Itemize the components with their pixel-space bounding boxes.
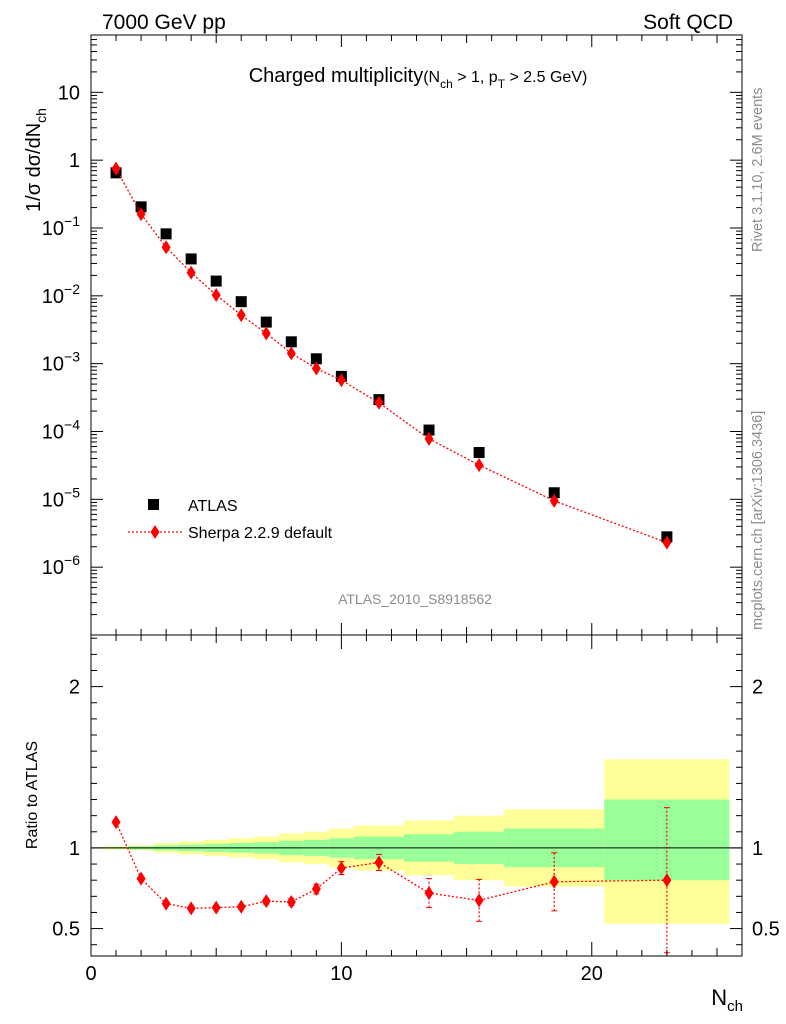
legend: ATLAS Sherpa 2.2.9 default bbox=[128, 498, 333, 542]
main-ylabel-text: 1/σ dσ/dN bbox=[23, 123, 45, 212]
main-ylabel-sub: ch bbox=[33, 108, 49, 123]
sherpa-point bbox=[662, 535, 672, 550]
ratio-point bbox=[111, 815, 121, 830]
sherpa-point bbox=[236, 308, 246, 323]
ratio-point bbox=[424, 886, 434, 901]
sherpa-point bbox=[474, 458, 484, 473]
ratio-point bbox=[236, 899, 246, 914]
main-axes: 10−6 10−5 10−4 10−3 10−2 10−1 1 10 bbox=[42, 34, 743, 636]
sherpa-point bbox=[336, 373, 346, 388]
ratio-xtick-label: 0 bbox=[85, 963, 96, 985]
ratio-point bbox=[211, 900, 221, 915]
ratio-xlabel-text: N bbox=[711, 985, 727, 1010]
legend-atlas-label: ATLAS bbox=[188, 498, 238, 515]
ratio-xtick-label: 10 bbox=[330, 963, 352, 985]
atlas-point bbox=[473, 447, 485, 459]
sherpa-point bbox=[286, 346, 296, 361]
header-energy: 7000 GeV pp bbox=[102, 11, 226, 34]
ratio-ytick-label-right: 1 bbox=[752, 838, 763, 860]
main-panel-frame bbox=[90, 34, 743, 636]
main-ytick-label: 10 bbox=[58, 82, 80, 104]
ratio-point bbox=[311, 882, 321, 897]
atlas-point bbox=[135, 201, 147, 213]
sherpa-point bbox=[374, 395, 384, 410]
ratio-ytick-label-left: 2 bbox=[69, 677, 80, 699]
legend-atlas-marker bbox=[148, 499, 159, 510]
ratio-line bbox=[115, 821, 667, 910]
main-ytick-label: 10−2 bbox=[42, 281, 80, 308]
ratio-point bbox=[662, 873, 672, 888]
sherpa-point bbox=[136, 207, 146, 222]
ratio-ytick-label-left: 0.5 bbox=[52, 919, 80, 941]
sherpa-point bbox=[311, 361, 321, 376]
analysis-id: ATLAS_2010_S8918562 bbox=[338, 591, 492, 607]
sherpa-point bbox=[261, 326, 271, 341]
title-cut-prefix: (N bbox=[423, 69, 440, 86]
ratio-point bbox=[474, 893, 484, 908]
main-ylabel: 1/σ dσ/dNch bbox=[23, 108, 49, 212]
atlas-point bbox=[210, 275, 222, 287]
main-plot-area bbox=[110, 161, 673, 550]
atlas-point bbox=[285, 336, 297, 348]
ratio-axes: 0.5 0.51 12 20 10 20 bbox=[52, 635, 780, 985]
ratio-xlabel: Nch bbox=[711, 985, 743, 1015]
main-ytick-label: 10−3 bbox=[42, 349, 80, 376]
sherpa-point bbox=[186, 265, 196, 280]
atlas-point bbox=[185, 253, 197, 265]
ratio-ytick-label-left: 1 bbox=[69, 838, 80, 860]
ratio-point bbox=[336, 861, 346, 876]
ratio-ylabel: Ratio to ATLAS bbox=[24, 741, 41, 849]
ratio-point bbox=[374, 855, 384, 870]
ratio-point bbox=[161, 896, 171, 911]
ratio-xlabel-sub: ch bbox=[727, 998, 743, 1015]
atlas-point bbox=[548, 487, 560, 499]
title-cut-middle: > 1, p bbox=[453, 69, 498, 86]
atlas-point bbox=[160, 228, 172, 240]
header-category: Soft QCD bbox=[643, 11, 733, 34]
main-ytick-label: 1 bbox=[69, 150, 80, 172]
ratio-plot-area bbox=[91, 759, 742, 954]
rivet-label: Rivet 3.1.10, 2.6M events bbox=[750, 88, 766, 252]
main-ytick-label: 10−1 bbox=[42, 213, 80, 240]
title-cut-sub2: T bbox=[498, 77, 506, 91]
title-cut-suffix: > 2.5 GeV) bbox=[505, 69, 587, 86]
ratio-panel: 0.5 0.51 12 20 10 20 Ratio to ATLAS Nch bbox=[24, 634, 780, 1015]
sherpa-point bbox=[424, 431, 434, 446]
atlas-point bbox=[235, 296, 247, 308]
ratio-point bbox=[549, 874, 559, 889]
chart-title: Charged multiplicity(Nch > 1, pT > 2.5 G… bbox=[249, 65, 588, 91]
atlas-point bbox=[310, 353, 322, 365]
chart-title-main: Charged multiplicity bbox=[249, 65, 424, 87]
main-panel: 10−6 10−5 10−4 10−3 10−2 10−1 1 10 Charged mult… bbox=[23, 34, 743, 636]
sherpa-point bbox=[161, 240, 171, 255]
main-ytick-label: 10−5 bbox=[42, 484, 80, 511]
atlas-point bbox=[423, 424, 435, 436]
ratio-point bbox=[136, 871, 146, 886]
ratio-xtick-label: 20 bbox=[581, 963, 603, 985]
ratio-point bbox=[186, 901, 196, 916]
ratio-ytick-label-right: 2 bbox=[752, 677, 763, 699]
sherpa-point bbox=[549, 493, 559, 508]
main-ytick-label: 10−6 bbox=[42, 552, 80, 579]
legend-sherpa-marker bbox=[150, 525, 160, 539]
sherpa-point bbox=[111, 161, 121, 176]
title-cut-sub1: ch bbox=[440, 77, 453, 91]
ratio-point bbox=[261, 894, 271, 909]
sherpa-point bbox=[211, 287, 221, 302]
mcplots-label: mcplots.cern.ch [arXiv:1306.3436] bbox=[750, 411, 766, 630]
ratio-point bbox=[286, 894, 296, 909]
atlas-point bbox=[260, 316, 272, 328]
legend-sherpa-label: Sherpa 2.2.9 default bbox=[188, 525, 333, 542]
ratio-ytick-label-right: 0.5 bbox=[752, 919, 780, 941]
sherpa-line bbox=[115, 168, 668, 544]
main-ytick-label: 10−4 bbox=[42, 416, 80, 443]
